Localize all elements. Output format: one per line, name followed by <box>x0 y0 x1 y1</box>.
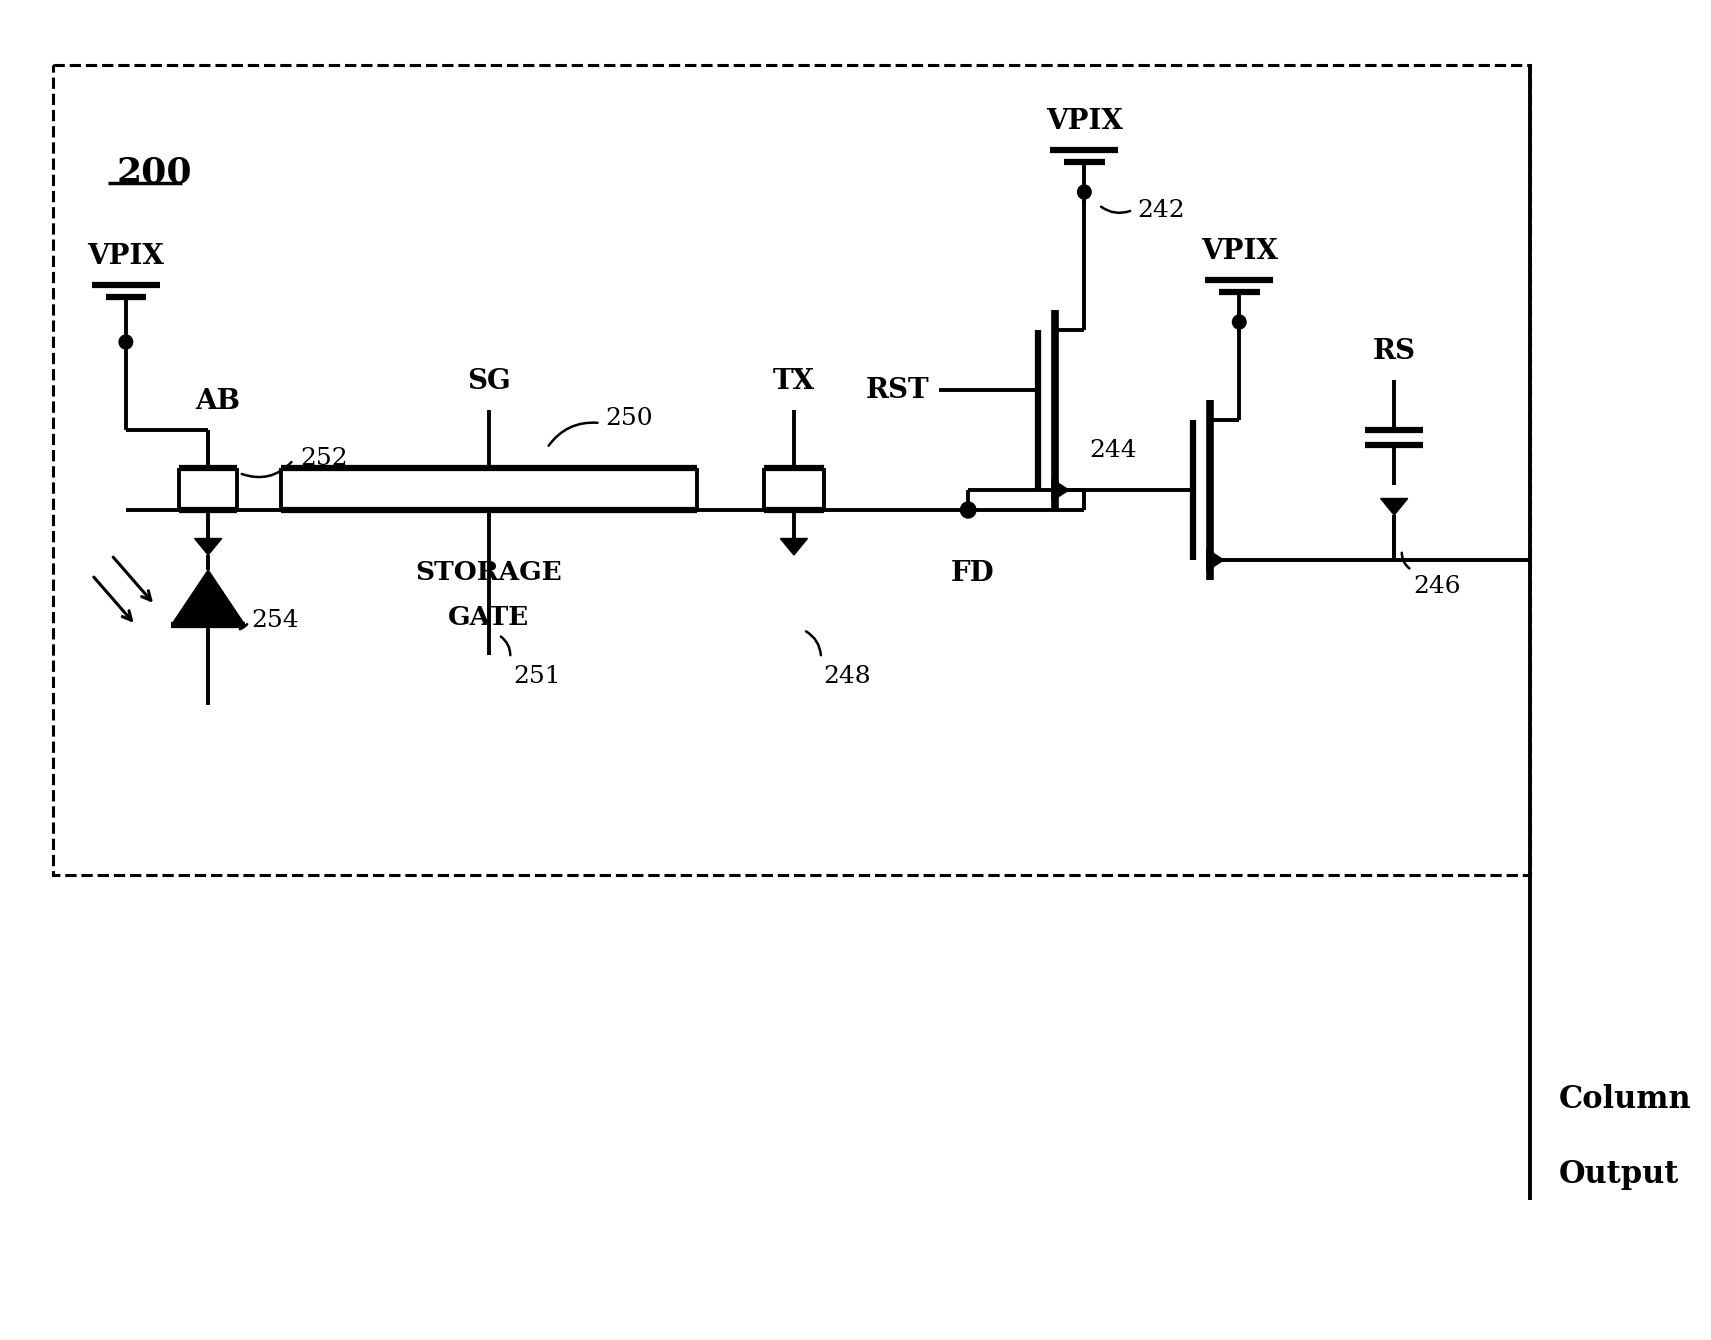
Polygon shape <box>1381 498 1408 515</box>
Text: VPIX: VPIX <box>1045 109 1122 135</box>
Circle shape <box>960 502 975 519</box>
Circle shape <box>120 335 133 348</box>
Text: 252: 252 <box>299 446 347 469</box>
Text: RS: RS <box>1372 338 1415 364</box>
Text: 250: 250 <box>606 406 652 430</box>
Text: VPIX: VPIX <box>1201 239 1278 265</box>
Text: 254: 254 <box>252 608 299 631</box>
Text: Column: Column <box>1559 1084 1692 1115</box>
Text: FD: FD <box>951 560 994 587</box>
Text: 248: 248 <box>823 665 871 687</box>
Polygon shape <box>1052 478 1069 501</box>
Text: 246: 246 <box>1413 575 1461 598</box>
Text: 242: 242 <box>1138 198 1186 221</box>
Circle shape <box>1232 315 1246 330</box>
Text: GATE: GATE <box>448 604 529 630</box>
Text: 251: 251 <box>513 665 561 687</box>
Polygon shape <box>195 539 222 555</box>
Circle shape <box>1078 185 1092 200</box>
Text: 200: 200 <box>116 155 192 189</box>
Bar <box>53 66 1530 875</box>
Text: RST: RST <box>866 377 929 403</box>
Text: AB: AB <box>195 389 240 415</box>
Text: VPIX: VPIX <box>87 243 164 269</box>
Text: TX: TX <box>773 369 814 395</box>
Polygon shape <box>171 570 245 624</box>
Text: STORAGE: STORAGE <box>416 560 563 586</box>
Text: 244: 244 <box>1090 438 1136 461</box>
Text: Output: Output <box>1559 1159 1678 1190</box>
Polygon shape <box>1206 549 1223 571</box>
Polygon shape <box>780 539 808 555</box>
Text: SG: SG <box>467 369 512 395</box>
